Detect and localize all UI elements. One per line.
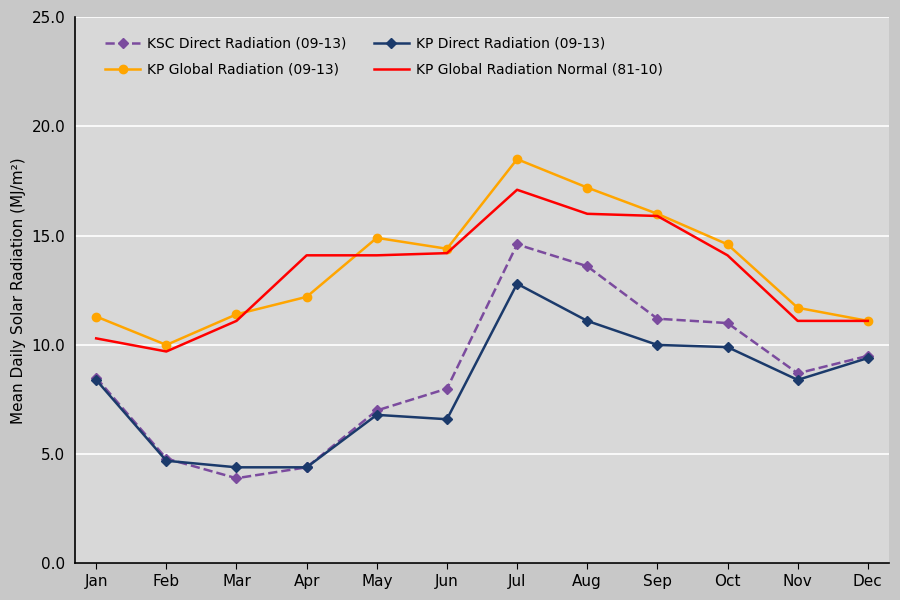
Y-axis label: Mean Daily Solar Radiation (MJ/m²): Mean Daily Solar Radiation (MJ/m²) — [11, 157, 26, 424]
Legend: KSC Direct Radiation (09-13), KP Global Radiation (09-13), KP Direct Radiation (: KSC Direct Radiation (09-13), KP Global … — [98, 29, 670, 84]
